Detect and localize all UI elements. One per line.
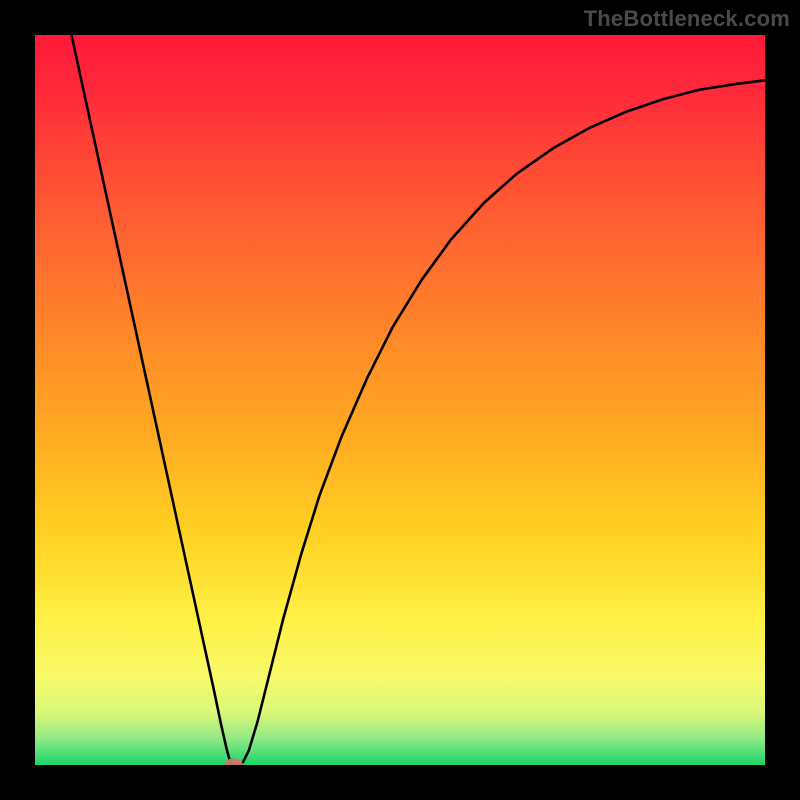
- plot-svg: [35, 35, 765, 765]
- optimal-point-marker: [224, 758, 243, 765]
- bottleneck-curve: [72, 35, 766, 765]
- plot-area: [35, 35, 765, 765]
- watermark-text: TheBottleneck.com: [584, 6, 790, 32]
